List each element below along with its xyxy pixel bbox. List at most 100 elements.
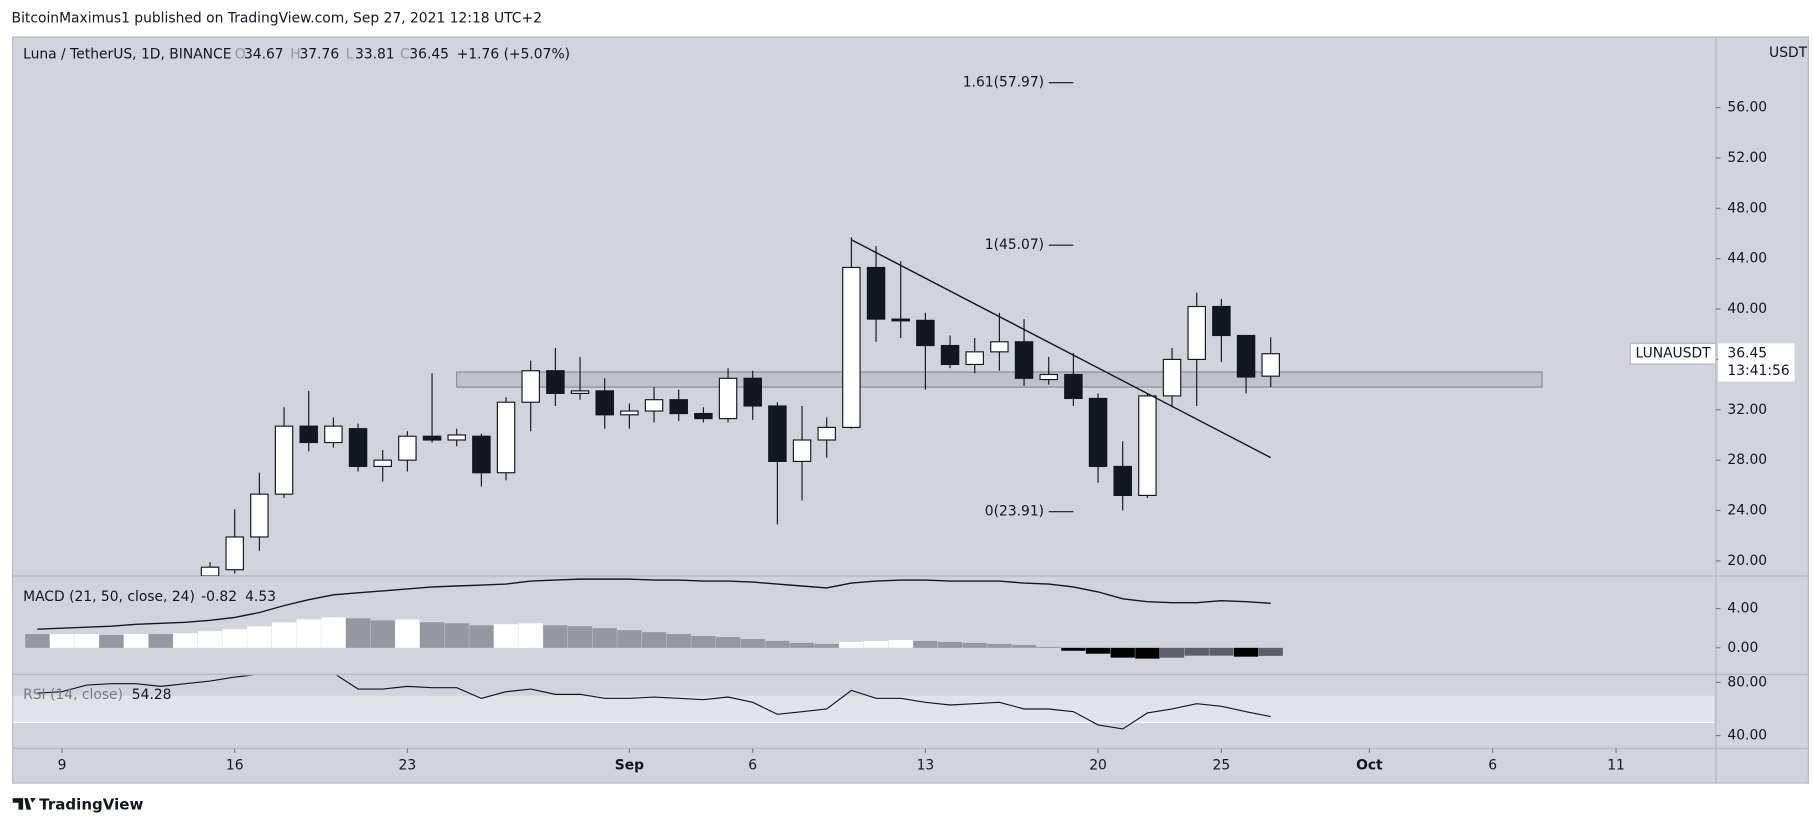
fib-label: 0(23.91) bbox=[985, 504, 1044, 520]
tradingview-logo bbox=[12, 798, 36, 810]
candle-body bbox=[1162, 358, 1182, 397]
macd-histogram-bar bbox=[74, 634, 99, 648]
y-tick-label: 80.00 bbox=[1727, 674, 1767, 690]
rsi-band bbox=[12, 695, 1715, 723]
x-tick-label: Oct bbox=[1356, 758, 1383, 774]
macd-histogram-bar bbox=[987, 643, 1012, 648]
rsi-line bbox=[37, 675, 1271, 730]
macd-histogram-bar bbox=[345, 618, 371, 648]
macd-histogram-bar bbox=[962, 642, 987, 648]
x-tick-label: 13 bbox=[917, 758, 935, 774]
macd-histogram-bar bbox=[1061, 647, 1086, 651]
candle-body bbox=[274, 425, 294, 495]
macd-histogram-bar bbox=[49, 634, 75, 648]
candle-body bbox=[990, 341, 1009, 353]
x-tick-label: 6 bbox=[748, 758, 757, 774]
macd-histogram-bar bbox=[123, 634, 149, 648]
candle-body bbox=[644, 399, 664, 412]
macd-histogram-bar bbox=[99, 635, 124, 648]
candle-body bbox=[1187, 305, 1206, 360]
candle-body bbox=[694, 412, 713, 420]
ohlc-value: 33.81 bbox=[355, 46, 395, 62]
candle-body bbox=[743, 377, 762, 407]
x-tick-label: 11 bbox=[1607, 758, 1625, 774]
y-tick-label: 0.00 bbox=[1727, 640, 1758, 656]
x-tick-label: 25 bbox=[1213, 758, 1231, 774]
price-change: +1.76 (+5.07%) bbox=[457, 46, 570, 62]
y-tick-label: 4.00 bbox=[1727, 601, 1758, 617]
macd-histogram-bar bbox=[789, 642, 815, 648]
macd-histogram-bar bbox=[1159, 647, 1185, 658]
candle-body bbox=[200, 566, 220, 577]
candle-body bbox=[817, 426, 836, 441]
macd-histogram-bar bbox=[641, 632, 667, 648]
candle-body bbox=[1088, 397, 1108, 468]
candle-body bbox=[620, 410, 639, 416]
x-tick-label: Sep bbox=[615, 758, 644, 774]
candle-body bbox=[1064, 373, 1083, 400]
candle-body bbox=[1261, 353, 1280, 377]
macd-histogram-bar bbox=[1258, 647, 1283, 656]
bar-countdown: 13:41:56 bbox=[1727, 363, 1789, 379]
macd-histogram-bar bbox=[666, 634, 691, 648]
fib-label: 1(45.07) bbox=[985, 237, 1044, 253]
candle-body bbox=[1212, 305, 1231, 337]
candle-body bbox=[398, 435, 417, 461]
y-tick-label: 40.00 bbox=[1727, 728, 1767, 744]
candle-body bbox=[842, 266, 861, 428]
y-tick-label: 32.00 bbox=[1727, 402, 1767, 418]
x-tick-label: 23 bbox=[399, 758, 417, 774]
candle-body bbox=[496, 401, 516, 474]
ohlc-value: 37.76 bbox=[299, 46, 339, 62]
macd-histogram-bar bbox=[567, 626, 593, 648]
macd-histogram-bar bbox=[222, 629, 247, 648]
x-tick-label: 20 bbox=[1089, 758, 1107, 774]
macd-histogram-bar bbox=[1011, 644, 1037, 648]
candle-body bbox=[250, 493, 269, 538]
macd-histogram-bar bbox=[518, 623, 543, 648]
price-pane bbox=[200, 82, 1543, 577]
y-tick-label: 56.00 bbox=[1727, 100, 1767, 116]
x-tick-label: 9 bbox=[58, 758, 67, 774]
macd-hist-value: -0.82 bbox=[201, 589, 237, 605]
x-tick-label: 16 bbox=[226, 758, 244, 774]
y-tick-label: 40.00 bbox=[1727, 301, 1767, 317]
macd-line-value: 4.53 bbox=[245, 589, 276, 605]
macd-histogram-bar bbox=[863, 640, 889, 648]
pane-title: MACD (21, 50, close, 24) bbox=[23, 589, 195, 605]
macd-histogram-bar bbox=[247, 626, 272, 648]
candle-body bbox=[521, 370, 540, 403]
candle-body bbox=[299, 425, 318, 444]
rsi-value: 54.28 bbox=[132, 687, 172, 703]
candle-body bbox=[225, 536, 244, 571]
macd-histogram-bar bbox=[148, 634, 173, 648]
candle-body bbox=[718, 377, 738, 420]
macd-histogram-bar bbox=[1135, 647, 1160, 659]
macd-line bbox=[37, 578, 1271, 630]
candle-body bbox=[422, 435, 442, 441]
candle-body bbox=[768, 405, 787, 462]
macd-histogram-bar bbox=[740, 638, 765, 648]
symbol-box bbox=[1629, 342, 1717, 365]
candle-body bbox=[472, 435, 491, 474]
ohlc-letter: O bbox=[235, 46, 246, 62]
macd-histogram-bar bbox=[888, 639, 913, 648]
ohlc-value: 36.45 bbox=[409, 46, 449, 62]
macd-histogram-bar bbox=[395, 619, 420, 648]
y-tick-label: 52.00 bbox=[1727, 150, 1767, 166]
macd-histogram-bar bbox=[197, 631, 223, 648]
candle-body bbox=[1236, 334, 1256, 378]
chart-frame bbox=[12, 36, 1809, 784]
ohlc-letter: C bbox=[400, 46, 410, 62]
candle-body bbox=[669, 399, 688, 415]
macd-histogram-bar bbox=[1209, 647, 1234, 656]
x-tick-label: 6 bbox=[1488, 758, 1497, 774]
fib-label: 1.61(57.97) bbox=[963, 75, 1044, 91]
macd-histogram-bar bbox=[1036, 646, 1061, 648]
candle-body bbox=[447, 434, 466, 441]
macd-pane bbox=[25, 578, 1283, 659]
macd-histogram-bar bbox=[937, 641, 963, 648]
last-price: 36.45 bbox=[1727, 346, 1767, 362]
rsi-pane bbox=[12, 675, 1715, 730]
macd-histogram-bar bbox=[321, 617, 346, 648]
